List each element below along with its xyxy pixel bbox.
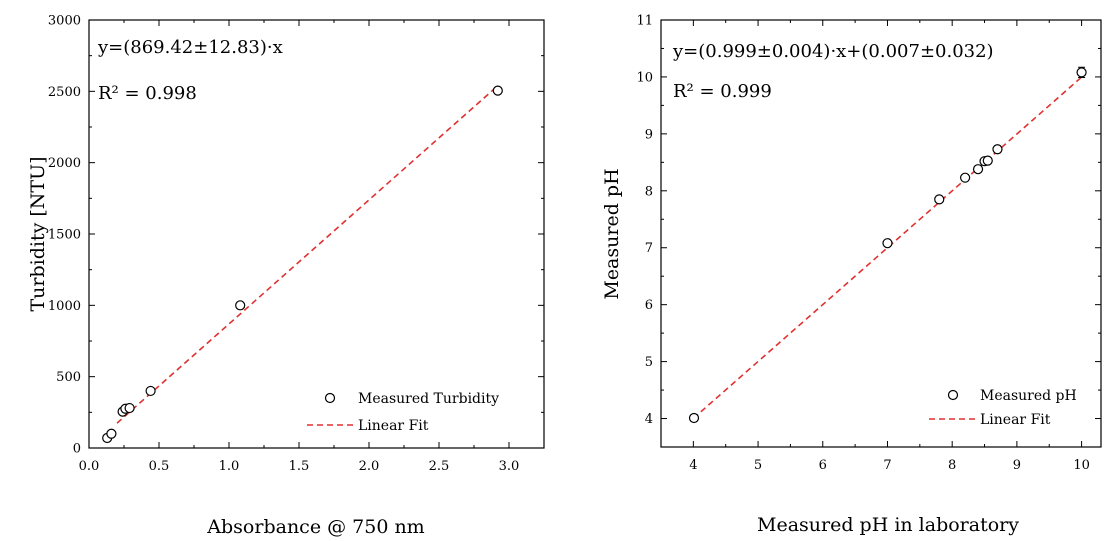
ph-y-axis-title: Measured pH <box>601 168 623 299</box>
turbidity-x-tick-label: 0.5 <box>149 459 170 474</box>
turbidity-y-tick-label: 2000 <box>48 156 81 171</box>
ph-y-tick-label: 10 <box>636 70 653 85</box>
turbidity-x-tick-label: 1.0 <box>219 459 240 474</box>
turbidity-x-axis-title: Absorbance @ 750 nm <box>206 516 424 538</box>
ph-x-ticks: 4 5 6 7 8 9 10 <box>689 20 1090 473</box>
ph-x-tick-label: 6 <box>819 458 827 473</box>
turbidity-legend-measured: Measured Turbidity <box>358 391 499 407</box>
ph-data-point <box>934 194 945 205</box>
turbidity-x-tick-label: 0.0 <box>79 459 100 474</box>
ph-data-point <box>688 412 700 424</box>
ph-data-point <box>960 172 971 183</box>
turbidity-legend-marker <box>324 392 336 404</box>
turbidity-y-axis-title: Turbidity [NTU] <box>27 156 49 311</box>
ph-y-tick-label: 6 <box>645 298 653 313</box>
turbidity-data-point <box>106 428 117 439</box>
ph-y-tick-label: 11 <box>636 14 653 29</box>
ph-fit-line <box>692 76 1083 419</box>
turbidity-x-tick-label: 2.0 <box>359 459 380 474</box>
turbidity-series <box>102 85 503 444</box>
ph-x-tick-label: 7 <box>883 458 891 473</box>
ph-r-squared: R² = 0.999 <box>673 81 772 102</box>
turbidity-data-point <box>235 300 246 311</box>
ph-y-tick-label: 5 <box>645 355 653 370</box>
turbidity-data-point <box>124 402 135 414</box>
ph-data-point <box>972 164 984 175</box>
ph-data-point <box>1076 67 1087 78</box>
ph-chart: 4 5 6 7 8 9 10 4 5 6 7 8 9 10 11 Measured pH in labor… <box>601 14 1102 536</box>
turbidity-legend-fit: Linear Fit <box>358 418 429 434</box>
ph-y-tick-label: 4 <box>645 412 653 427</box>
turbidity-x-tick-label: 1.5 <box>289 459 310 474</box>
turbidity-y-tick-label: 1000 <box>48 299 81 314</box>
ph-x-tick-label: 5 <box>754 458 762 473</box>
ph-y-tick-label: 9 <box>645 127 653 142</box>
ph-plot-frame <box>660 19 1102 448</box>
ph-x-tick-label: 10 <box>1073 458 1090 473</box>
turbidity-x-tick-label: 3.0 <box>499 459 520 474</box>
turbidity-y-tick-label: 500 <box>56 370 81 385</box>
ph-data-point <box>992 144 1003 155</box>
ph-legend-fit: Linear Fit <box>980 412 1051 428</box>
ph-y-tick-label: 7 <box>645 241 653 256</box>
turbidity-y-tick-label: 2500 <box>48 85 81 100</box>
ph-y-tick-label: 8 <box>645 184 653 199</box>
turbidity-fit-line <box>116 85 499 424</box>
turbidity-data-point <box>145 385 156 397</box>
turbidity-legend: Measured Turbidity Linear Fit <box>307 391 499 434</box>
ph-x-tick-label: 4 <box>689 458 697 473</box>
turbidity-r-squared: R² = 0.998 <box>98 83 197 104</box>
ph-series <box>688 66 1087 424</box>
turbidity-chart: 0.0 0.5 1.0 1.5 2.0 2.5 3.0 0 500 1000 1500 2000 25… <box>27 14 545 538</box>
ph-x-axis-title: Measured pH in laboratory <box>757 514 1019 536</box>
turbidity-y-tick-label: 1500 <box>48 228 81 243</box>
turbidity-data-point <box>492 85 503 96</box>
ph-data-point <box>982 155 993 166</box>
turbidity-x-tick-label: 2.5 <box>429 459 450 474</box>
ph-data-point <box>882 238 893 249</box>
ph-legend: Measured pH Linear Fit <box>929 388 1077 428</box>
ph-x-tick-label: 9 <box>1013 458 1021 473</box>
turbidity-y-ticks: 0 500 1000 1500 2000 2500 3000 <box>48 14 544 457</box>
ph-fit-equation: y=(0.999±0.004)·x+(0.007±0.032) <box>672 41 994 62</box>
turbidity-fit-equation: y=(869.42±12.83)·x <box>97 37 283 58</box>
turbidity-y-tick-label: 0 <box>73 442 81 457</box>
ph-x-tick-label: 8 <box>948 458 956 473</box>
turbidity-x-ticks: 0.0 0.5 1.0 1.5 2.0 2.5 3.0 <box>79 20 520 474</box>
ph-legend-marker <box>947 389 959 401</box>
ph-y-ticks: 4 5 6 7 8 9 10 11 <box>636 14 1101 427</box>
turbidity-y-tick-label: 3000 <box>48 14 81 29</box>
ph-legend-measured: Measured pH <box>980 388 1077 404</box>
